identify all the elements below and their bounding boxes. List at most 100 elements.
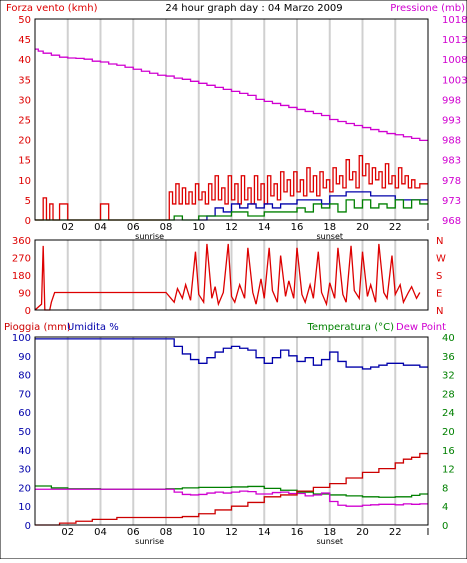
climate-panel-hour-label: 12 [225,527,238,538]
wind-panel-hour-label: 08 [160,222,173,233]
wind-tick-label: 30 [18,95,31,106]
humidity-axis-label: Umidita % [67,322,119,333]
temperature-axis-label: Temperatura (°C) [306,322,394,333]
direction-tick-label: 90 [18,289,31,300]
rain-axis-label: Pioggia (mm) [4,322,71,333]
direction-compass-label: N [436,306,443,317]
wind-tick-label: 25 [18,116,31,127]
wind-panel-sunrise-label: sunrise [135,232,164,241]
wind-panel-hour-label: 14 [258,222,271,233]
wind-tick-label: 15 [18,156,31,167]
humidity-tick-label: 80 [18,371,31,382]
humidity-tick-label: 50 [18,427,31,438]
climate-panel-hour-label: 18 [323,527,336,538]
wind-panel-frame [34,18,429,221]
wind-speed-series-line [35,155,428,221]
climate-panel-frame [34,336,429,526]
direction-compass-label: E [436,289,442,300]
pressure-tick-label: 1003 [442,75,467,86]
pressure-axis-label: Pressione (mb) [390,3,465,14]
humidity-tick-label: 10 [18,502,31,513]
temperature-tick-label: 24 [442,408,455,419]
direction-tick-label: 270 [12,254,31,265]
direction-compass-label: N [436,236,443,247]
pressure-tick-label: 993 [442,116,461,127]
humidity-tick-label: 90 [18,352,31,363]
humidity-tick-label: 20 [18,483,31,494]
temperature-tick-label: 4 [442,502,448,513]
humidity-tick-label: 100 [12,333,31,344]
humidity-tick-label: 0 [25,521,31,532]
chart-title: 24 hour graph day : 04 Marzo 2009 [165,3,342,14]
rain-series-line [35,452,428,526]
wind-tick-label: 50 [18,15,31,26]
humidity-tick-label: 70 [18,389,31,400]
humidity-tick-label: 60 [18,408,31,419]
climate-panel-sunrise-label: sunrise [135,537,164,546]
temperature-tick-label: 16 [442,446,455,457]
climate-panel-hour-label: 16 [291,527,304,538]
wind-axis-label: Forza vento (kmh) [6,3,98,14]
pressure-series-line [35,48,428,142]
wind-tick-label: 45 [18,35,31,46]
direction-tick-label: 180 [12,271,31,282]
wind-panel-hour-label: 04 [94,222,107,233]
wind-panel-hour-label: 12 [225,222,238,233]
pressure-tick-label: 973 [442,196,461,207]
pressure-tick-label: 968 [442,216,461,227]
climate-panel-hour-label: 20 [356,527,369,538]
humidity-tick-label: 40 [18,446,31,457]
direction-compass-label: S [436,271,442,282]
pressure-tick-label: 998 [442,95,461,106]
wind-panel-sunset-label: sunset [316,232,343,241]
wind-panel-hour-label: 22 [389,222,402,233]
wind-average-series-line [35,199,428,221]
wind-panel-hour-label: I [427,222,430,233]
dew-point-series-line [35,488,428,507]
temperature-tick-label: 8 [442,483,448,494]
direction-tick-label: 0 [25,306,31,317]
direction-panel-frame [34,239,429,311]
wind-tick-label: 20 [18,136,31,147]
temperature-tick-label: 12 [442,465,455,476]
wind-panel-hour-label: 16 [291,222,304,233]
pressure-tick-label: 988 [442,136,461,147]
wind-tick-label: 35 [18,75,31,86]
humidity-series-line [35,338,428,370]
temperature-tick-label: 0 [442,521,448,532]
climate-panel-hour-label: I [427,527,430,538]
pressure-tick-label: 1018 [442,15,467,26]
temperature-tick-label: 32 [442,371,455,382]
wind-panel-hour-label: 20 [356,222,369,233]
direction-tick-label: 360 [12,236,31,247]
wind-tick-label: 0 [25,216,31,227]
wind-panel-hour-label: 18 [323,222,336,233]
wind-panel-hour-label: 06 [127,222,140,233]
temperature-tick-label: 28 [442,389,455,400]
climate-panel-hour-label: 22 [389,527,402,538]
climate-panel-hour-label: 08 [160,527,173,538]
pressure-tick-label: 978 [442,176,461,187]
pressure-tick-label: 983 [442,156,461,167]
wind-panel-hour-label: 10 [192,222,205,233]
wind-gust-series-line [198,191,428,221]
wind-tick-label: 5 [25,196,31,207]
temperature-tick-label: 36 [442,352,455,363]
pressure-tick-label: 1013 [442,35,467,46]
humidity-tick-label: 30 [18,465,31,476]
climate-panel-hour-label: 14 [258,527,271,538]
wind-panel-hour-label: 02 [61,222,74,233]
direction-compass-label: W [436,254,446,265]
climate-panel-hour-label: 06 [127,527,140,538]
temperature-tick-label: 20 [442,427,455,438]
wind-tick-label: 40 [18,55,31,66]
wind-direction-series-line [34,243,421,311]
climate-panel-hour-label: 04 [94,527,107,538]
climate-panel-hour-label: 10 [192,527,205,538]
climate-panel-sunset-label: sunset [316,537,343,546]
climate-panel-hour-label: 02 [61,527,74,538]
pressure-tick-label: 1008 [442,55,467,66]
dew-point-axis-label: Dew Point [396,322,446,333]
